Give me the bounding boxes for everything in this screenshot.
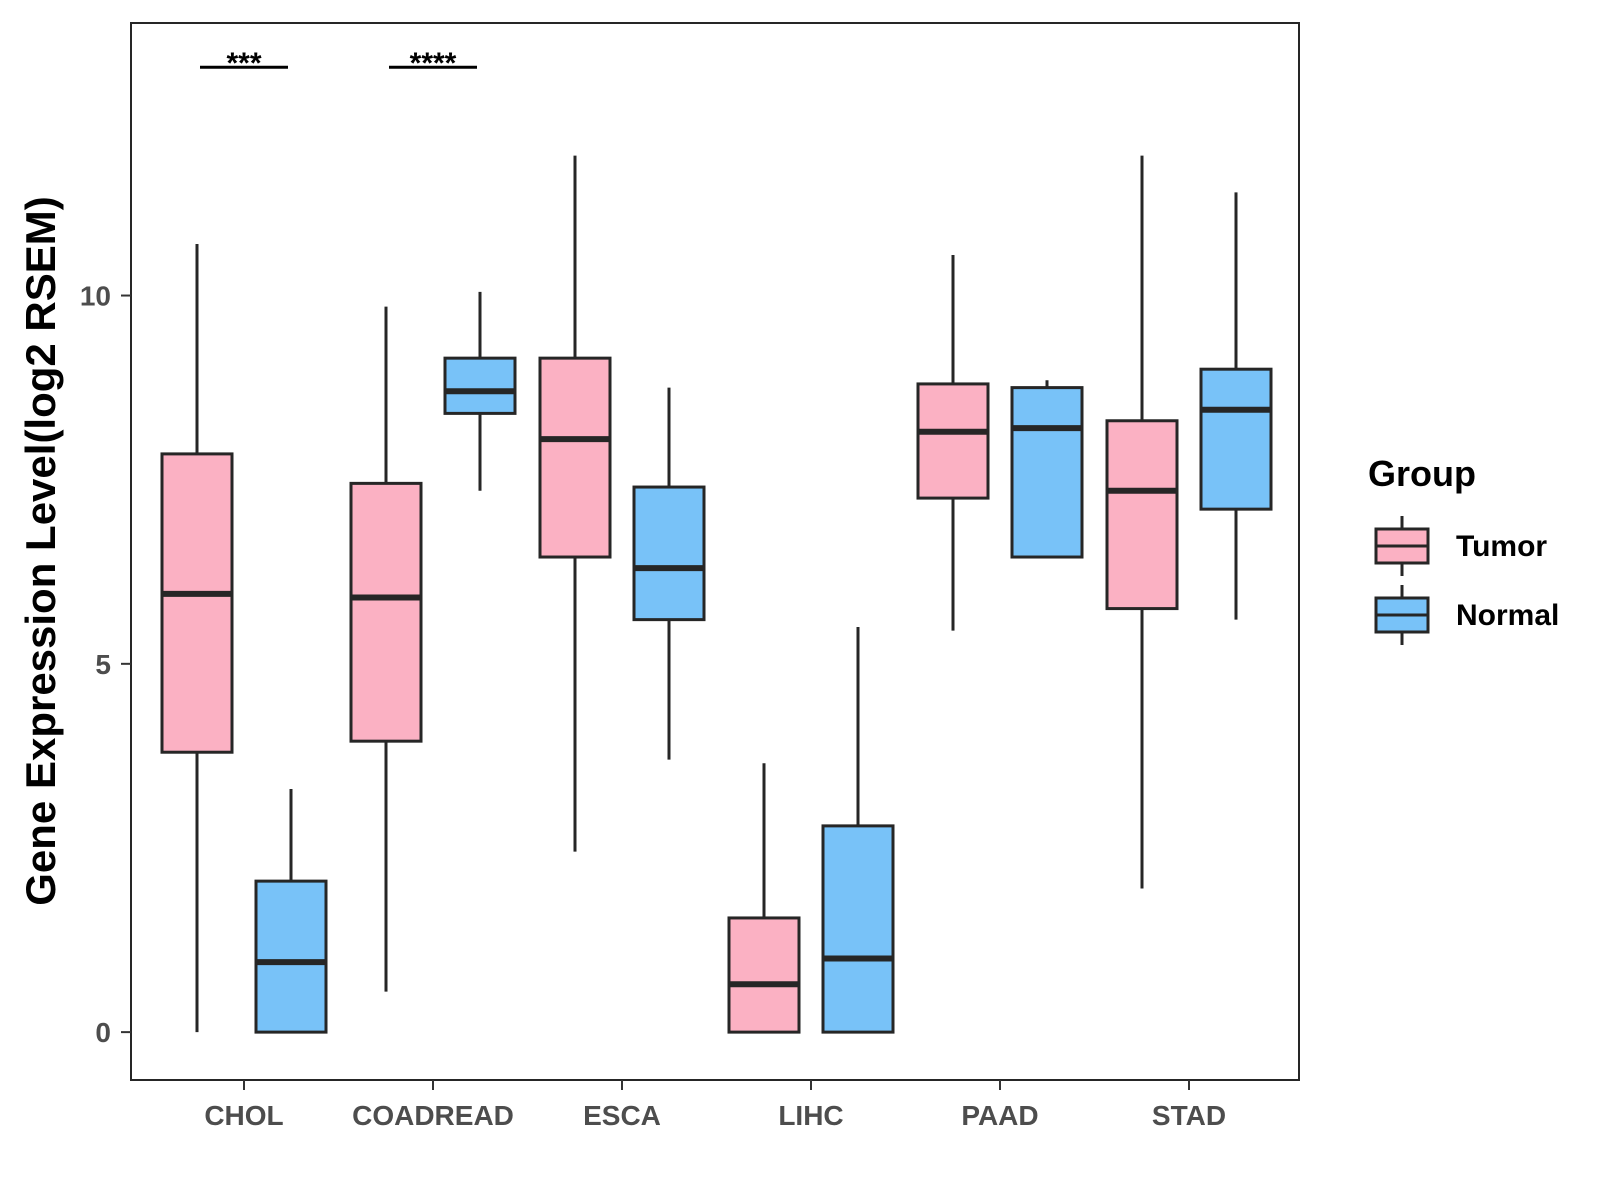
box-esca-normal bbox=[632, 387, 706, 760]
box-chol-normal bbox=[254, 789, 328, 1034]
chart-marks: *** **** bbox=[160, 47, 1273, 1034]
legend: Group Tumor Normal bbox=[1368, 453, 1559, 645]
y-tick-label: 0 bbox=[95, 1017, 111, 1048]
significance-chol: *** bbox=[200, 47, 288, 80]
box-stad-tumor bbox=[1105, 155, 1179, 889]
iqr-box bbox=[349, 481, 423, 743]
box-chol-tumor bbox=[160, 243, 234, 1033]
iqr-box bbox=[632, 485, 706, 622]
box-paad-normal bbox=[1010, 380, 1084, 559]
significance-label: **** bbox=[410, 47, 457, 80]
iqr-box bbox=[727, 916, 801, 1034]
iqr-box bbox=[1105, 419, 1179, 611]
x-tick-label: COADREAD bbox=[352, 1100, 514, 1131]
iqr-box bbox=[254, 879, 328, 1034]
x-axis: CHOL COADREAD ESCA LIHC PAAD STAD bbox=[204, 1080, 1226, 1131]
iqr-box bbox=[443, 356, 517, 415]
box-paad-tumor bbox=[916, 255, 990, 631]
iqr-box bbox=[160, 452, 234, 754]
y-axis: 0 5 10 bbox=[80, 281, 131, 1048]
y-axis-title: Gene Expression Level(log2 RSEM) bbox=[17, 196, 64, 906]
box-lihc-normal bbox=[821, 627, 895, 1034]
iqr-box bbox=[821, 824, 895, 1034]
box-esca-tumor bbox=[538, 155, 612, 852]
x-tick-label: PAAD bbox=[961, 1100, 1038, 1131]
legend-label: Normal bbox=[1456, 599, 1559, 632]
box-stad-normal bbox=[1199, 192, 1273, 620]
legend-item-tumor: Tumor bbox=[1374, 516, 1547, 576]
legend-label: Tumor bbox=[1456, 530, 1547, 563]
box-coadread-normal bbox=[443, 291, 517, 491]
iqr-box bbox=[1199, 367, 1273, 511]
iqr-box bbox=[916, 382, 990, 500]
iqr-box bbox=[538, 356, 612, 559]
y-tick-label: 10 bbox=[80, 281, 111, 312]
x-tick-label: LIHC bbox=[778, 1100, 843, 1131]
significance-coadread: **** bbox=[389, 47, 477, 80]
legend-title: Group bbox=[1368, 453, 1476, 494]
box-coadread-tumor bbox=[349, 306, 423, 992]
legend-item-normal: Normal bbox=[1374, 585, 1559, 645]
x-tick-label: CHOL bbox=[204, 1100, 283, 1131]
x-tick-label: STAD bbox=[1152, 1100, 1226, 1131]
box-lihc-tumor bbox=[727, 763, 801, 1034]
x-tick-label: ESCA bbox=[583, 1100, 661, 1131]
y-tick-label: 5 bbox=[95, 649, 111, 680]
iqr-box bbox=[1010, 386, 1084, 559]
significance-label: *** bbox=[226, 47, 261, 80]
